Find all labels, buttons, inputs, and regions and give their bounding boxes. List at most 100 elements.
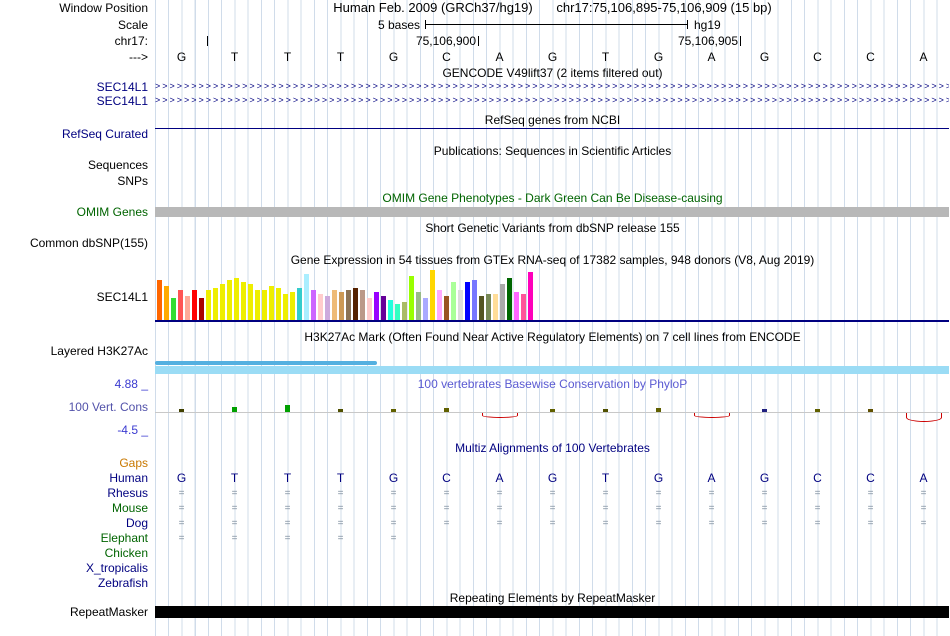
multiz-row-rhesus[interactable]: Rhesus = = = = = = = = = = = = = = = (0, 486, 950, 501)
gtex-tissue-bar[interactable] (220, 284, 225, 320)
gtex-tissue-bar[interactable] (367, 298, 372, 320)
gene-label[interactable]: SEC14L1 (96, 94, 148, 108)
sequences-label-row[interactable]: Sequences (0, 158, 950, 172)
repeatmasker-title-row[interactable]: Repeating Elements by RepeatMasker (0, 591, 950, 605)
species-label[interactable]: Mouse (111, 501, 148, 515)
repeatmasker-bar[interactable] (155, 606, 949, 618)
gtex-tissue-bar[interactable] (227, 280, 232, 320)
refseq-gene-line[interactable] (155, 128, 949, 129)
repeatmasker-label[interactable]: RepeatMasker (69, 605, 148, 619)
multiz-row-mouse[interactable]: Mouse = = = = = = = = = = = = = = = (0, 501, 950, 516)
gtex-tissue-bar[interactable] (234, 278, 239, 320)
publications-title-row[interactable]: Publications: Sequences in Scientific Ar… (0, 144, 950, 158)
omim-genes-label[interactable]: OMIM Genes (76, 205, 148, 219)
gtex-tissue-bar[interactable] (185, 296, 190, 320)
gtex-tissue-bar[interactable] (430, 270, 435, 320)
multiz-row-dog[interactable]: Dog = = = = = = = = = = = = = = = (0, 516, 950, 531)
gtex-tissue-bar[interactable] (423, 298, 428, 320)
gtex-tissue-bar[interactable] (486, 294, 491, 320)
species-label[interactable]: Rhesus (107, 486, 148, 500)
gtex-expression-bars[interactable] (157, 270, 533, 320)
gtex-tissue-bar[interactable] (206, 290, 211, 320)
dbsnp-title-row[interactable]: Short Genetic Variants from dbSNP releas… (0, 221, 950, 235)
multiz-row-zebrafish[interactable]: Zebrafish (0, 576, 950, 591)
omim-track-title[interactable]: OMIM Gene Phenotypes - Dark Green Can Be… (382, 191, 723, 205)
gene-intron-arrows[interactable]: >>>>>>>>>>>>>>>>>>>>>>>>>>>>>>>>>>>>>>>>… (155, 95, 949, 105)
gtex-tissue-bar[interactable] (276, 288, 281, 320)
species-label[interactable]: Elephant (100, 531, 148, 545)
gtex-tissue-bar[interactable] (360, 290, 365, 320)
gtex-tissue-bar[interactable] (248, 284, 253, 320)
gtex-tissue-bar[interactable] (164, 286, 169, 320)
gtex-tissue-bar[interactable] (353, 288, 358, 320)
gene-intron-arrows[interactable]: >>>>>>>>>>>>>>>>>>>>>>>>>>>>>>>>>>>>>>>>… (155, 81, 949, 91)
gtex-tissue-bar[interactable] (171, 298, 176, 320)
gtex-tissue-bar[interactable] (493, 294, 498, 320)
h3k27ac-label-row[interactable]: Layered H3K27Ac (0, 344, 950, 358)
dbsnp-label[interactable]: Common dbSNP(155) (29, 236, 148, 250)
refseq-label-row[interactable]: RefSeq Curated (0, 127, 950, 141)
gtex-tissue-bar[interactable] (437, 290, 442, 320)
gtex-title-row[interactable]: Gene Expression in 54 tissues from GTEx … (0, 253, 950, 267)
species-label[interactable]: Dog (125, 516, 148, 530)
gene-label[interactable]: SEC14L1 (96, 80, 148, 94)
gtex-tissue-bar[interactable] (500, 284, 505, 320)
gtex-tissue-bar[interactable] (290, 292, 295, 320)
gtex-tissue-bar[interactable] (318, 294, 323, 320)
gtex-tissue-bar[interactable] (507, 278, 512, 320)
h3k27ac-layer-bar[interactable] (155, 361, 377, 365)
phylop-title-row[interactable]: 4.88 _ 100 vertebrates Basewise Conserva… (0, 377, 950, 391)
gtex-tissue-bar[interactable] (283, 294, 288, 320)
h3k27ac-label[interactable]: Layered H3K27Ac (50, 344, 148, 358)
gtex-tissue-bar[interactable] (178, 290, 183, 320)
refseq-title-row[interactable]: RefSeq genes from NCBI (0, 113, 950, 127)
gtex-tissue-bar[interactable] (374, 292, 379, 320)
refseq-curated-label[interactable]: RefSeq Curated (61, 127, 148, 141)
gencode-gene-row-1[interactable]: SEC14L1 >>>>>>>>>>>>>>>>>>>>>>>>>>>>>>>>… (0, 80, 950, 94)
species-label[interactable]: Zebrafish (97, 576, 148, 590)
gtex-tissue-bar[interactable] (192, 290, 197, 320)
gtex-tissue-bar[interactable] (297, 288, 302, 320)
h3k27ac-title-row[interactable]: H3K27Ac Mark (Often Found Near Active Re… (0, 330, 950, 344)
multiz-track-title[interactable]: Multiz Alignments of 100 Vertebrates (455, 441, 650, 455)
gencode-track-title[interactable]: GENCODE V49lift37 (2 items filtered out) (442, 66, 663, 80)
gtex-tissue-bar[interactable] (325, 296, 330, 320)
gtex-tissue-bar[interactable] (157, 280, 162, 320)
gtex-tissue-bar[interactable] (479, 296, 484, 320)
gtex-tissue-bar[interactable] (304, 274, 309, 320)
repeatmasker-label-row[interactable]: RepeatMasker (0, 605, 950, 619)
snps-label-row[interactable]: SNPs (0, 174, 950, 188)
gtex-tissue-bar[interactable] (458, 290, 463, 320)
gtex-tissue-bar[interactable] (409, 276, 414, 320)
h3k27ac-track-title[interactable]: H3K27Ac Mark (Often Found Near Active Re… (304, 330, 801, 344)
conservation-label-row[interactable]: 100 Vert. Cons (0, 400, 950, 414)
gtex-tissue-bar[interactable] (381, 296, 386, 320)
h3k27ac-signal-bar[interactable] (155, 366, 949, 374)
gtex-tissue-bar[interactable] (521, 294, 526, 320)
snps-label[interactable]: SNPs (117, 174, 148, 188)
gtex-tissue-bar[interactable] (262, 290, 267, 320)
multiz-title-row[interactable]: Multiz Alignments of 100 Vertebrates (0, 441, 950, 455)
gtex-tissue-bar[interactable] (213, 288, 218, 320)
gtex-tissue-bar[interactable] (465, 282, 470, 320)
publications-track-title[interactable]: Publications: Sequences in Scientific Ar… (433, 144, 672, 158)
gtex-tissue-bar[interactable] (311, 290, 316, 320)
species-label[interactable]: X_tropicalis (85, 561, 148, 575)
gtex-track-title[interactable]: Gene Expression in 54 tissues from GTEx … (290, 253, 815, 267)
gtex-tissue-bar[interactable] (346, 290, 351, 320)
gencode-gene-row-2[interactable]: SEC14L1 >>>>>>>>>>>>>>>>>>>>>>>>>>>>>>>>… (0, 94, 950, 108)
sequences-label[interactable]: Sequences (87, 158, 148, 172)
gtex-tissue-bar[interactable] (451, 282, 456, 320)
repeatmasker-track-title[interactable]: Repeating Elements by RepeatMasker (449, 591, 656, 605)
gtex-tissue-bar[interactable] (528, 272, 533, 320)
multiz-row-chicken[interactable]: Chicken (0, 546, 950, 561)
gtex-tissue-bar[interactable] (199, 298, 204, 320)
gtex-tissue-bar[interactable] (416, 292, 421, 320)
gtex-tissue-bar[interactable] (402, 302, 407, 320)
multiz-row-elephant[interactable]: Elephant = = = = = (0, 531, 950, 546)
omim-gene-bar[interactable] (155, 207, 949, 217)
species-label[interactable]: Chicken (104, 546, 148, 560)
refseq-track-title[interactable]: RefSeq genes from NCBI (484, 113, 621, 127)
gtex-tissue-bar[interactable] (444, 296, 449, 320)
dbsnp-track-title[interactable]: Short Genetic Variants from dbSNP releas… (425, 221, 680, 235)
